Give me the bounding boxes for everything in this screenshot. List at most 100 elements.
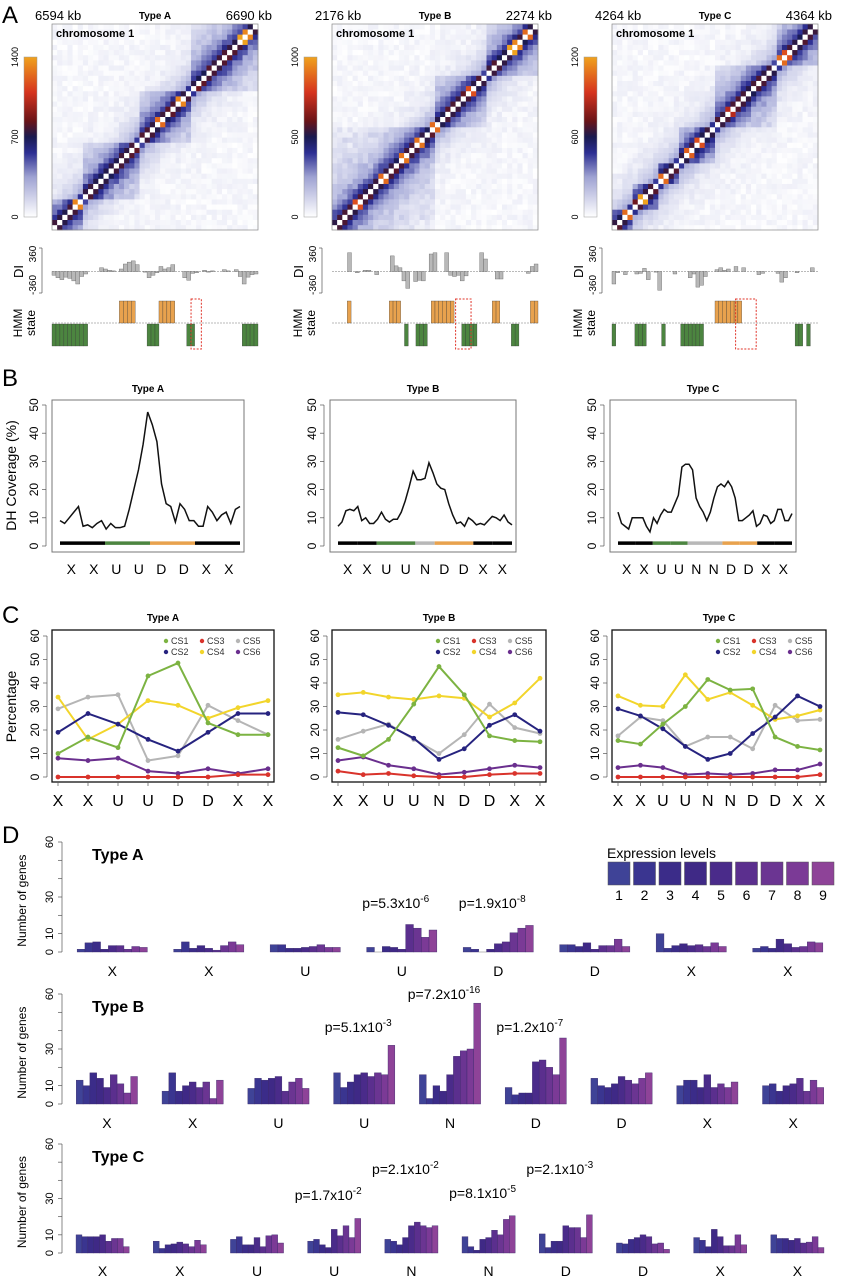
heatmap-cell bbox=[108, 49, 115, 56]
heatmap-cell bbox=[227, 173, 233, 179]
di-axis-label: DI bbox=[571, 265, 586, 278]
heatmap-cell bbox=[787, 199, 793, 205]
heatmap-cell bbox=[332, 111, 338, 117]
heatmap-cell bbox=[185, 34, 192, 40]
heatmap-cell bbox=[62, 173, 68, 179]
heatmap-cell bbox=[357, 173, 364, 179]
heatmap-cell bbox=[206, 24, 212, 30]
heatmap-cell bbox=[211, 137, 218, 143]
heatmap-cell bbox=[486, 116, 492, 123]
heatmap-cell bbox=[465, 75, 472, 81]
heatmap-cell bbox=[678, 147, 685, 154]
heatmap-cell bbox=[232, 183, 238, 190]
heatmap-cell bbox=[673, 152, 680, 159]
heatmap-cell bbox=[812, 127, 819, 133]
heatmap-cell bbox=[424, 85, 431, 92]
heatmap-cell bbox=[797, 219, 803, 226]
heatmap-cell bbox=[160, 168, 166, 174]
heatmap-cell bbox=[82, 106, 89, 112]
heatmap-cell bbox=[445, 137, 451, 143]
heatmap-cell bbox=[465, 116, 472, 123]
heatmap-cell bbox=[419, 147, 425, 154]
heatmap-cell bbox=[787, 44, 793, 51]
heatmap-cell bbox=[362, 29, 369, 35]
heatmap-cell bbox=[673, 147, 680, 154]
heatmap-cell bbox=[481, 70, 487, 76]
heatmap-cell bbox=[144, 137, 151, 143]
heatmap-cell bbox=[627, 54, 633, 61]
heatmap-cell bbox=[522, 188, 528, 195]
heatmap-cell bbox=[409, 163, 415, 169]
heatmap-cell bbox=[663, 24, 669, 30]
heatmap-cell bbox=[663, 106, 669, 112]
heatmap-cell bbox=[82, 34, 89, 40]
heatmap-cell bbox=[792, 188, 798, 195]
heatmap-cell bbox=[648, 29, 654, 35]
heatmap-cell bbox=[776, 96, 783, 102]
heatmap-cell bbox=[103, 173, 109, 179]
heatmap-cell bbox=[419, 60, 425, 66]
heatmap-cell bbox=[72, 90, 79, 97]
heatmap-cell bbox=[440, 54, 446, 61]
heatmap-cell bbox=[332, 29, 338, 35]
heatmap-cell bbox=[373, 70, 379, 76]
heatmap-cell bbox=[419, 39, 425, 45]
heatmap-cell bbox=[77, 163, 84, 169]
heatmap-cell bbox=[771, 173, 778, 179]
heatmap-cell bbox=[165, 204, 171, 210]
heatmap-cell bbox=[735, 224, 742, 231]
heatmap-cell bbox=[730, 132, 736, 138]
heatmap-cell bbox=[342, 106, 348, 112]
heatmap-cell bbox=[378, 24, 384, 30]
heatmap-cell bbox=[699, 116, 705, 123]
heatmap-cell bbox=[62, 65, 68, 71]
heatmap-cell bbox=[612, 173, 618, 179]
heatmap-cell bbox=[170, 127, 176, 133]
heatmap-cell bbox=[512, 188, 518, 195]
heatmap-cell bbox=[393, 168, 400, 174]
heatmap-cell bbox=[216, 49, 223, 56]
heatmap-cell bbox=[129, 80, 135, 87]
heatmap-cell bbox=[704, 24, 711, 30]
heatmap-cell bbox=[247, 224, 254, 231]
hmm-state-upstream-bar bbox=[438, 300, 443, 324]
heatmap-cell bbox=[704, 70, 711, 76]
heatmap-cell bbox=[435, 209, 441, 215]
heatmap-cell bbox=[237, 34, 243, 40]
heatmap-cell bbox=[622, 173, 628, 179]
heatmap-cell bbox=[704, 29, 711, 35]
heatmap-cell bbox=[673, 34, 680, 40]
heatmap-cell bbox=[730, 168, 736, 174]
heatmap-cell bbox=[196, 142, 202, 148]
heatmap-cell bbox=[134, 34, 140, 40]
heatmap-cell bbox=[507, 199, 513, 205]
heatmap-cell bbox=[352, 188, 359, 195]
heatmap-cell bbox=[678, 219, 685, 226]
heatmap-cell bbox=[404, 188, 410, 195]
heatmap-cell bbox=[144, 70, 151, 76]
heatmap-cell bbox=[237, 75, 243, 81]
heatmap-cell bbox=[642, 54, 649, 61]
heatmap-cell bbox=[756, 142, 762, 148]
heatmap-cell bbox=[476, 121, 482, 128]
heatmap-cell bbox=[725, 116, 731, 123]
heatmap-cell bbox=[637, 116, 644, 123]
heatmap-cell bbox=[440, 111, 446, 117]
heatmap-cell bbox=[242, 209, 248, 215]
heatmap-cell bbox=[491, 152, 498, 159]
heatmap-cell bbox=[118, 193, 125, 200]
heatmap-cell bbox=[787, 54, 793, 61]
heatmap-cell bbox=[414, 70, 420, 76]
heatmap-cell bbox=[787, 132, 793, 138]
heatmap-cell bbox=[134, 209, 140, 215]
heatmap-cell bbox=[252, 34, 259, 40]
heatmap-cell bbox=[368, 85, 374, 92]
heatmap-cell bbox=[424, 183, 431, 190]
heatmap-cell bbox=[57, 60, 63, 66]
heatmap-cell bbox=[522, 183, 528, 190]
heatmap-cell bbox=[658, 90, 664, 97]
heatmap-cell bbox=[522, 60, 528, 66]
heatmap-cell bbox=[129, 111, 135, 117]
heatmap-cell bbox=[812, 85, 819, 92]
heatmap-cell bbox=[642, 29, 649, 35]
